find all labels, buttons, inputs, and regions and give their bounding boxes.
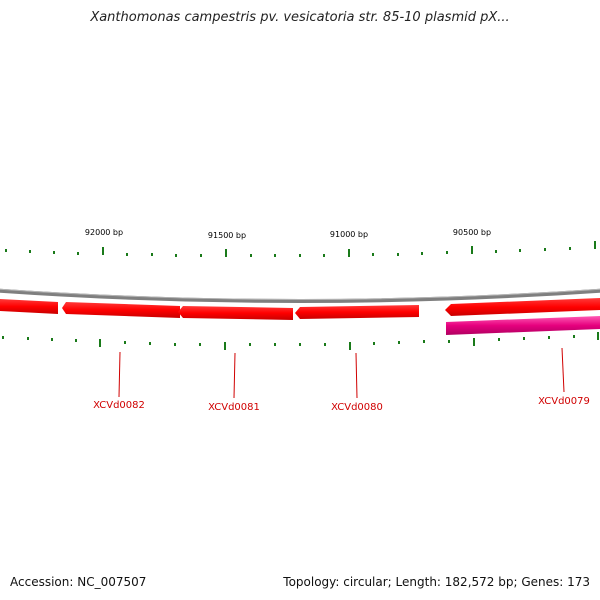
gene-label: XCVd0079 bbox=[538, 396, 590, 407]
ruler-label: 92000 bp bbox=[85, 228, 123, 237]
backbone-arc-highlight bbox=[0, 288, 600, 300]
gene-label: XCVd0081 bbox=[208, 402, 260, 413]
gene-arrow-pink bbox=[446, 316, 600, 335]
summary-text: Topology: circular; Length: 182,572 bp; … bbox=[283, 575, 590, 589]
gene-leader-line bbox=[233, 352, 236, 399]
gene-arrow-xcvd0079 bbox=[445, 298, 600, 316]
gene-arrow-left-edge bbox=[0, 299, 58, 314]
outer-tick-row bbox=[5, 241, 596, 257]
ruler-label: 91500 bp bbox=[208, 231, 246, 240]
ruler-label: 91000 bp bbox=[330, 230, 368, 239]
backbone-arc bbox=[0, 288, 600, 303]
ruler-label: 90500 bp bbox=[453, 228, 491, 237]
gene-leader-line bbox=[118, 351, 121, 398]
gene-arrow-xcvd0081 bbox=[178, 306, 293, 320]
gene-arrow-xcvd0082 bbox=[62, 302, 180, 318]
gene-leader-line bbox=[355, 352, 358, 399]
gene-leader-line bbox=[561, 347, 565, 393]
gene-label: XCVd0082 bbox=[93, 400, 145, 411]
gene-label: XCVd0080 bbox=[331, 402, 383, 413]
inner-tick-row bbox=[2, 332, 599, 350]
gene-arrow-xcvd0080 bbox=[295, 305, 419, 319]
map-title: Xanthomonas campestris pv. vesicatoria s… bbox=[90, 10, 510, 25]
accession-text: Accession: NC_007507 bbox=[10, 575, 147, 589]
